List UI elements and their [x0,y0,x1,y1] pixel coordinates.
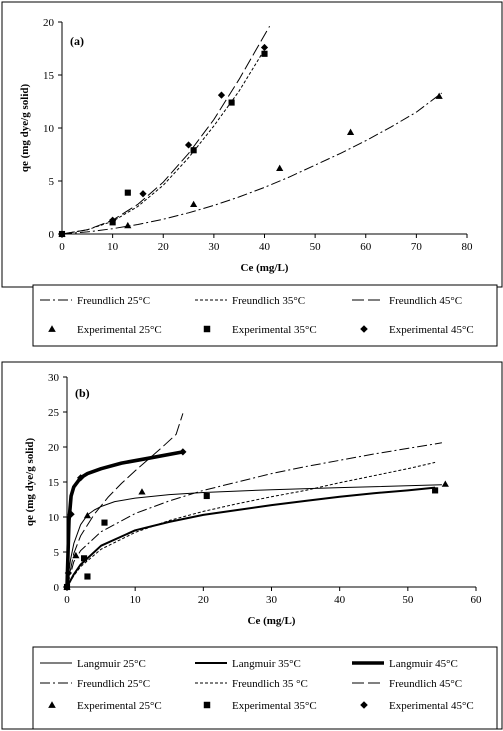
y-tick-label: 30 [48,372,60,384]
legend-swatch-triangle [48,701,56,708]
data-point-diamond [260,43,269,52]
series-line-longdash [61,25,271,235]
y-tick-label: 10 [48,512,60,524]
data-point-triangle [435,92,443,99]
legend-label: Experimental 45°C [389,700,474,712]
data-point-square [124,189,131,196]
y-tick-label: 0 [49,229,55,241]
legend-box [32,284,498,347]
data-point-square [80,555,88,562]
y-tick-label: 25 [48,407,60,419]
y-tick-label: 15 [48,477,60,489]
data-point-diamond [58,230,66,238]
legend-label: Langmuir 25°C [77,658,146,670]
x-tick-label: 10 [130,594,142,606]
data-point-diamond [184,141,193,149]
legend-label: Experimental 25°C [77,700,162,712]
data-point-diamond [109,216,117,224]
x-tick-label: 80 [462,241,474,253]
series-line-dotted [61,49,265,235]
legend-swatch-diamond [360,701,368,709]
x-tick-label: 40 [259,241,271,253]
data-point-triangle [346,128,355,135]
data-point-triangle [72,551,80,559]
series-line-thick [65,450,184,588]
series-line-dashdot [66,442,442,588]
y-tick-label: 0 [54,582,60,594]
legend-label: Freundlich 45°C [389,295,462,307]
data-point-diamond [63,583,71,591]
x-tick-label: 10 [107,241,119,253]
data-point-square [203,492,210,500]
data-point-square [84,573,91,580]
legend-label: Langmuir 45°C [389,658,458,670]
panel-label: (a) [70,34,84,48]
series-line-longdash [66,413,184,588]
data-point-diamond [179,448,187,456]
data-point-square [432,487,439,494]
chart-panel-b: 0 10 20 30 40 50 60 0 5 10 15 20 25 30 Ce (mg/L) qe (mg… [1,361,503,730]
x-tick-label: 70 [411,241,423,253]
data-point-triangle [276,164,284,171]
legend-swatch-diamond [360,325,368,333]
x-tick-label: 30 [208,241,220,253]
chart-panel-a: 0 10 20 30 40 50 60 70 80 0 5 10 15 20 Ce (mg/L) qe (mg… [1,1,503,347]
legend-label: Freundlich 35°C [232,295,305,307]
y-tick-label: 20 [43,17,55,29]
data-point-square [261,50,268,57]
y-tick-label: 5 [49,176,55,188]
x-tick-label: 60 [471,594,483,606]
legend-swatch-square [203,325,211,333]
x-tick-label: 60 [360,241,372,253]
data-point-diamond [77,474,85,482]
x-tick-label: 50 [402,594,414,606]
y-axis-title: qe (mg dye/g solid) [24,438,36,527]
y-axis-title: qe (mg dye/g solid) [19,84,31,173]
y-tick-label: 15 [43,70,55,82]
legend-label: Experimental 35°C [232,324,317,336]
data-point-square [101,519,108,526]
data-point-diamond [217,91,226,99]
legend-label: Freundlich 45°C [389,678,462,690]
legend-box [32,646,498,730]
y-tick-label: 10 [43,123,55,135]
legend-label: Experimental 45°C [389,324,474,336]
data-point-diamond [67,510,75,518]
legend-swatch-triangle [48,325,56,332]
legend-label: Langmuir 35°C [232,658,301,670]
series-line-medium [66,486,436,588]
data-point-triangle [441,480,449,487]
x-axis-title: Ce (mg/L) [248,615,296,627]
series-line-dotted [66,461,436,588]
legend-label: Freundlich 35 °C [232,678,308,690]
data-point-diamond [64,569,72,577]
panel-label: (b) [75,386,90,400]
x-tick-label: 50 [310,241,322,253]
x-tick-label: 20 [158,241,170,253]
x-tick-label: 30 [266,594,278,606]
x-tick-label: 40 [334,594,346,606]
x-axis-title: Ce (mg/L) [241,262,289,274]
data-point-triangle [138,488,146,495]
data-point-triangle [83,512,92,519]
series-line-thin [66,484,442,588]
legend-label: Freundlich 25°C [77,295,150,307]
legend-label: Experimental 25°C [77,324,162,336]
legend-label: Experimental 35°C [232,700,317,712]
data-point-diamond [139,190,147,198]
x-tick-label: 20 [198,594,210,606]
x-tick-label: 0 [59,241,65,253]
y-tick-label: 20 [48,442,60,454]
data-point-square [228,99,235,106]
data-point-triangle [190,200,198,208]
y-tick-label: 5 [54,547,60,559]
legend-label: Freundlich 25°C [77,678,150,690]
series-line-dashdot [61,92,443,235]
legend-swatch-square [203,701,211,709]
data-point-square [190,147,197,154]
x-tick-label: 0 [64,594,70,606]
data-point-triangle [124,221,132,229]
